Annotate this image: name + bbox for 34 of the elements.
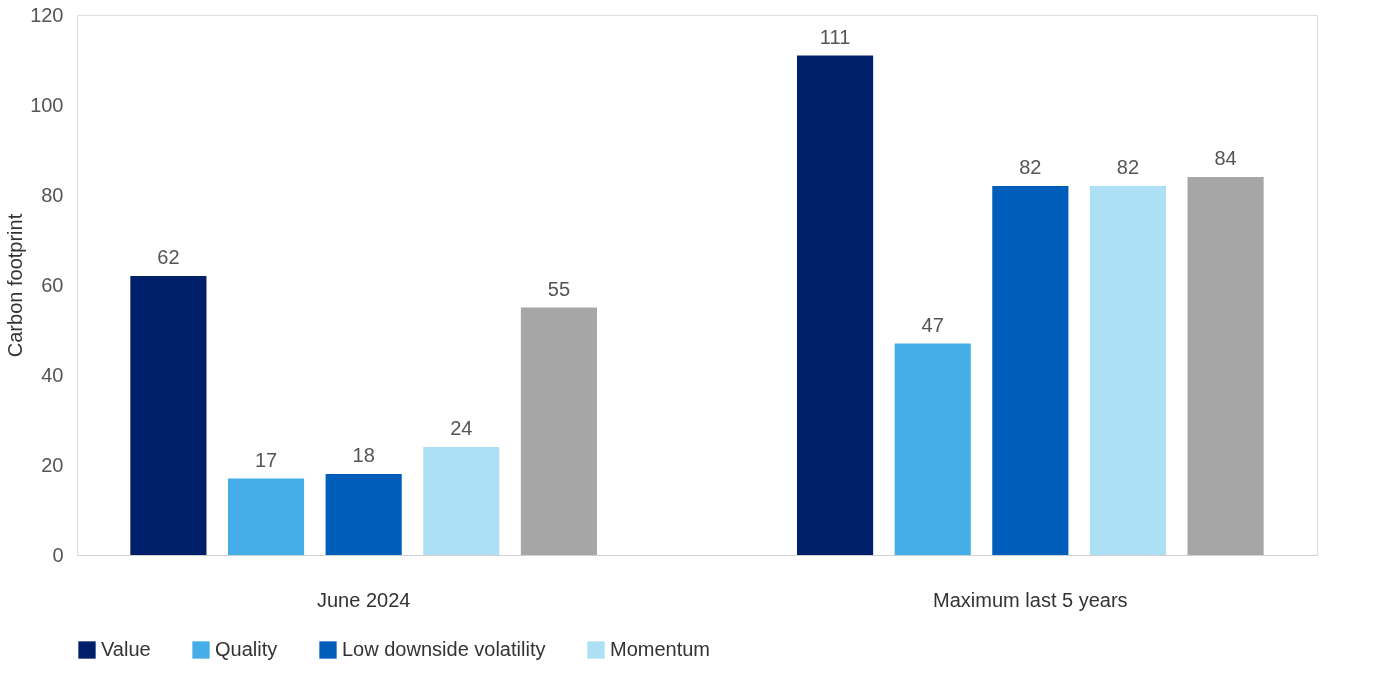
- y-tick-label: 80: [41, 183, 64, 206]
- x-tick-label: Maximum last 5 years: [933, 588, 1128, 611]
- bar: [130, 276, 207, 555]
- data-label: 84: [1214, 147, 1237, 169]
- bar: [227, 478, 305, 555]
- bar: [423, 447, 500, 555]
- data-label: 111: [819, 25, 851, 48]
- data-label: 82: [1019, 156, 1042, 178]
- data-label: 24: [450, 417, 473, 439]
- bar: [894, 343, 971, 555]
- y-tick-label: 100: [30, 93, 64, 116]
- data-label: 62: [157, 246, 180, 268]
- bar: [992, 186, 1069, 555]
- legend-label: Low downside volatility: [342, 638, 546, 660]
- data-label: 17: [254, 448, 278, 471]
- legend-label: Value: [101, 638, 151, 660]
- bar: [1089, 186, 1167, 555]
- data-label: 55: [547, 277, 571, 300]
- data-label: 82: [1116, 156, 1140, 178]
- bar: [325, 474, 402, 555]
- bar: [520, 307, 597, 555]
- y-tick-label: 0: [52, 543, 64, 566]
- data-label: 18: [352, 444, 375, 466]
- legend-label: Momentum: [610, 638, 711, 660]
- x-tick-label: June 2024: [316, 588, 411, 611]
- bar: [1187, 177, 1264, 555]
- y-tick-label: 120: [30, 3, 64, 26]
- data-label: 47: [921, 313, 944, 336]
- y-tick-label: 60: [41, 273, 64, 296]
- y-tick-label: 20: [41, 453, 64, 476]
- y-tick-label: 40: [41, 363, 64, 386]
- legend-label: Quality: [215, 638, 278, 660]
- bar: [797, 55, 874, 555]
- y-axis-title: Carbon footprint: [4, 213, 27, 358]
